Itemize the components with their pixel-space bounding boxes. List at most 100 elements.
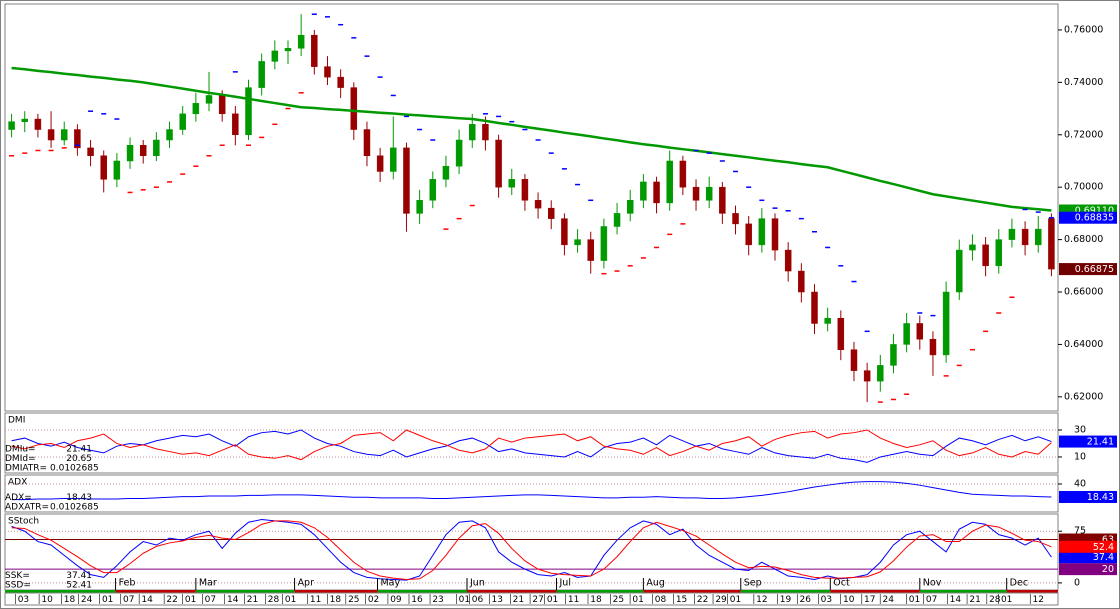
y-tick-label: 0.70000	[1064, 182, 1103, 193]
x-tick-label: 15	[676, 595, 687, 605]
candle-body	[534, 200, 542, 209]
candle-body	[626, 200, 634, 214]
month-label: Sep	[744, 578, 762, 589]
candle-body	[297, 34, 305, 49]
candle-body	[863, 370, 871, 382]
y-tick-label: 0.64000	[1064, 339, 1103, 350]
month-label: Mar	[199, 578, 217, 589]
candle-body	[218, 95, 226, 115]
candle-body	[324, 66, 331, 78]
candle-body	[482, 124, 489, 141]
x-tick-label: 07	[926, 595, 937, 605]
legend-value: 37.41	[66, 571, 92, 581]
x-tick-label: 01	[185, 595, 196, 605]
panel-title: SStoch	[8, 517, 39, 527]
candle-body	[890, 344, 897, 366]
candle-body	[679, 160, 687, 188]
candle-body	[837, 317, 845, 350]
candle-body	[232, 113, 239, 136]
candle-body	[798, 270, 805, 293]
candle-body	[692, 186, 700, 201]
candle-body	[376, 155, 384, 172]
value-tag	[1059, 263, 1117, 276]
legend-name: ADX=	[5, 493, 32, 503]
value-tag	[1059, 540, 1117, 553]
month-label: Feb	[119, 578, 136, 589]
x-tick-label: 03	[821, 595, 832, 605]
x-tick-label: 01	[1001, 595, 1012, 605]
candle-body	[284, 48, 292, 52]
value-tag-label: 20	[1102, 564, 1114, 575]
candle-body	[745, 223, 752, 246]
x-tick-label: 22	[166, 595, 177, 605]
stat-label: DMIATR=	[5, 464, 47, 474]
candle-body	[47, 129, 55, 141]
candle-body	[8, 121, 15, 130]
candle-body	[390, 147, 397, 172]
y-tick-label: 0.62000	[1064, 391, 1103, 402]
legend-value: 21.41	[66, 445, 92, 455]
month-band	[377, 590, 468, 593]
candle-body	[877, 365, 884, 382]
x-tick-label: 01	[730, 595, 741, 605]
value-tag	[1059, 490, 1117, 503]
x-tick-label: 07	[123, 595, 134, 605]
candle-body	[350, 87, 358, 130]
x-tick-label: 19	[780, 595, 792, 605]
x-tick-label: 27	[532, 595, 543, 605]
legend-value: 20.65	[66, 454, 92, 464]
value-tag	[1059, 211, 1117, 224]
panel-title: DMI	[8, 416, 25, 426]
indicator-line	[11, 481, 1052, 501]
x-tick-label: 07	[205, 595, 216, 605]
candle-body	[126, 145, 134, 162]
x-tick-label: 24	[81, 595, 93, 605]
candle-body	[1021, 228, 1029, 246]
candle-body	[561, 218, 568, 246]
x-tick-label: 28	[268, 595, 280, 605]
month-label: Jun	[469, 578, 485, 589]
candle-body	[784, 249, 792, 272]
x-tick-label: 26	[800, 595, 812, 605]
indicator-line	[11, 520, 1052, 580]
y-tick-label: 0.68000	[1064, 234, 1103, 245]
x-tick-label: 01	[547, 595, 558, 605]
x-tick-label: 08	[655, 595, 667, 605]
legend-name: SSK=	[5, 571, 30, 581]
y-tick-label: 75	[1074, 526, 1086, 537]
candle-body	[495, 139, 502, 188]
y-tick-label: 0.76000	[1064, 24, 1103, 35]
month-band	[115, 590, 196, 593]
candle-body	[192, 103, 200, 115]
x-tick-label: 10	[41, 595, 53, 605]
value-tag-label: 0.66875	[1075, 264, 1114, 275]
y-tick-label: 0.72000	[1064, 129, 1103, 140]
x-tick-label: 01	[102, 595, 113, 605]
candle-body	[205, 95, 213, 104]
x-tick-label: 03	[18, 595, 29, 605]
stat-label: ADXATR=	[5, 503, 49, 513]
x-tick-label: 21	[247, 595, 258, 605]
panel	[8, 13, 1055, 403]
candle-body	[245, 87, 252, 136]
panel-frame	[4, 474, 1059, 513]
candle-body	[429, 179, 437, 201]
value-tag	[1059, 435, 1117, 448]
y-tick-label: 30	[1074, 424, 1086, 435]
x-tick-label: 18	[64, 595, 76, 605]
candle-body	[640, 181, 647, 201]
candle-body	[929, 338, 937, 356]
candle-body	[74, 129, 81, 149]
candle-body	[732, 213, 739, 225]
candle-body	[916, 323, 924, 340]
candle-body	[34, 118, 42, 130]
candle-body	[719, 186, 726, 214]
candle-body	[139, 145, 147, 156]
month-band	[195, 590, 295, 593]
panel-frame	[4, 513, 1059, 591]
x-tick-label: 14	[141, 595, 153, 605]
x-tick-label: 29	[715, 595, 727, 605]
candle-body	[179, 113, 186, 130]
candle-body	[982, 244, 989, 267]
